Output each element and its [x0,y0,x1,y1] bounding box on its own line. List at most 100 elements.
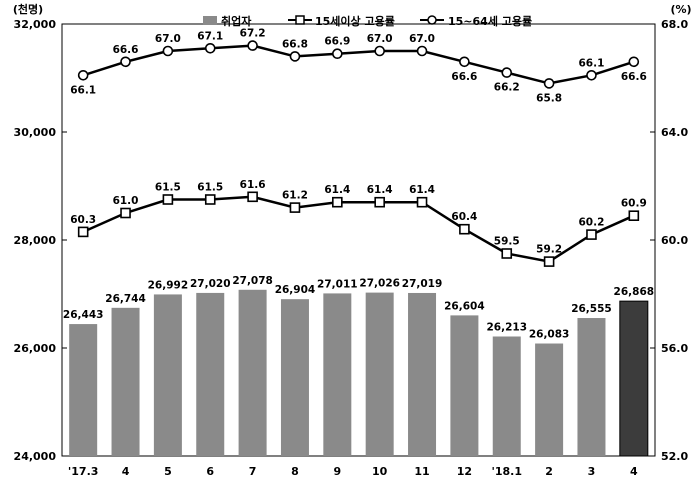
bar-series [69,289,649,457]
line2-label-10: 66.2 [494,82,520,94]
line2-label-8: 67.0 [409,33,435,45]
line2-point-11 [543,78,555,89]
bar-11 [535,343,564,456]
line1-label-2: 61.5 [155,182,181,194]
line2-point-8 [416,45,428,57]
line2-point-13 [628,56,640,68]
bar-1 [111,307,140,456]
line2-point-10 [501,67,513,78]
line1-point-13 [628,210,640,221]
line1-label-0: 60.3 [70,214,96,226]
line1-point-0 [77,226,89,238]
bar-label-3: 27,020 [190,278,231,290]
x-tick-label-13: 4 [630,465,638,478]
bar-12 [577,318,606,456]
line2-point-1 [120,56,131,68]
line1-point-10 [501,248,513,259]
legend: 취업자 15세이상 고용률 15~64세 고용률 [203,14,532,28]
line1-point-6 [332,196,343,208]
bar-10 [492,336,521,456]
legend-line1-marker [295,15,305,25]
x-axis-labels: '17.3 4 5 6 7 8 9 10 11 12 '18.1 2 3 4 [68,465,638,478]
x-tick-label-3: 6 [206,465,214,478]
right-tick-label: 52.0 [661,450,688,463]
line1-label-3: 61.5 [197,182,223,194]
line2-label-9: 66.6 [451,71,477,83]
bar-0 [69,324,98,456]
line1-label-10: 59.5 [494,236,520,248]
bar-label-7: 27,026 [359,278,400,290]
line-2 [82,44,635,85]
line2-label-11: 65.8 [536,92,562,104]
line1-label-11: 59.2 [536,244,562,256]
line1-point-11 [543,256,555,267]
right-axis-unit: (%) [670,3,691,16]
bar-label-2: 26,992 [148,279,189,291]
legend-line1-label: 15세이상 고용률 [315,14,395,28]
bar-8 [408,292,437,456]
line2-point-2 [162,45,174,57]
bar-label-4: 27,078 [232,275,273,287]
x-tick-label-6: 9 [333,465,341,478]
line1-point-4 [247,191,258,203]
right-tick-label: 56.0 [661,342,688,355]
right-tick-label: 64.0 [661,126,688,139]
x-tick-label-1: 4 [122,465,130,478]
left-tick-label: 30,000 [14,126,57,139]
left-tick-label: 26,000 [14,342,57,355]
x-tick-label-8: 11 [414,465,429,478]
bar-label-12: 26,555 [571,303,612,315]
line1-label-6: 61.4 [324,184,350,196]
x-tick-label-2: 5 [164,465,172,478]
right-tick-label: 60.0 [661,234,688,247]
x-tick-label-4: 7 [249,465,257,478]
line1-label-7: 61.4 [367,184,393,196]
line1-label-5: 61.2 [282,190,308,202]
right-axis: 52.0 56.0 60.0 64.0 68.0 [650,18,688,463]
line2-label-6: 66.9 [324,36,350,48]
bar-3 [196,292,225,456]
legend-bar-label: 취업자 [221,14,252,28]
x-tick-label-11: 2 [545,465,553,478]
line2-point-12 [586,70,597,81]
line2-label-2: 67.0 [155,33,181,45]
left-axis: 24,000 26,000 28,000 30,000 32,000 [14,18,67,463]
line1-point-5 [289,202,301,213]
line2-point-4 [247,40,258,51]
line1-point-2 [162,194,174,205]
line2-point-7 [374,45,385,57]
line1-label-13: 60.9 [621,198,647,210]
x-tick-label-9: 12 [457,465,472,478]
line2-point-6 [332,48,343,60]
bar-label-8: 27,019 [402,278,443,290]
bar-5 [280,299,309,456]
line2-label-3: 67.1 [197,30,223,42]
line2-point-0 [77,70,89,81]
bar-label-6: 27,011 [317,278,358,290]
line2-label-5: 66.8 [282,38,308,50]
line1-point-3 [204,194,216,205]
line2-label-7: 67.0 [367,33,393,45]
x-tick-label-0: '17.3 [68,465,99,478]
x-tick-label-12: 3 [588,465,596,478]
left-tick-label: 28,000 [14,234,57,247]
legend-bar-swatch [203,16,217,25]
line2-label-13: 66.6 [621,71,647,83]
bar-7 [365,292,394,456]
line2-label-1: 66.6 [113,44,139,56]
bar-label-11: 26,083 [529,329,570,341]
left-axis-unit: (천명) [13,2,43,16]
line1-label-12: 60.2 [579,217,605,229]
line1-label-1: 61.0 [113,195,139,207]
line2-point-9 [459,56,470,68]
x-tick-label-7: 10 [372,465,388,478]
line1-point-12 [586,229,597,240]
bar-label-0: 26,443 [63,309,104,321]
line1-point-8 [416,196,428,208]
line-series: 60.3 61.0 61.5 61.5 61.6 61.2 61.4 61.4 61.4 60.4… [70,28,647,267]
line1-label-4: 61.6 [240,179,266,191]
line-1 [82,195,635,263]
bar-label-13: 26,868 [614,286,655,298]
legend-line2-label: 15~64세 고용률 [448,14,532,28]
